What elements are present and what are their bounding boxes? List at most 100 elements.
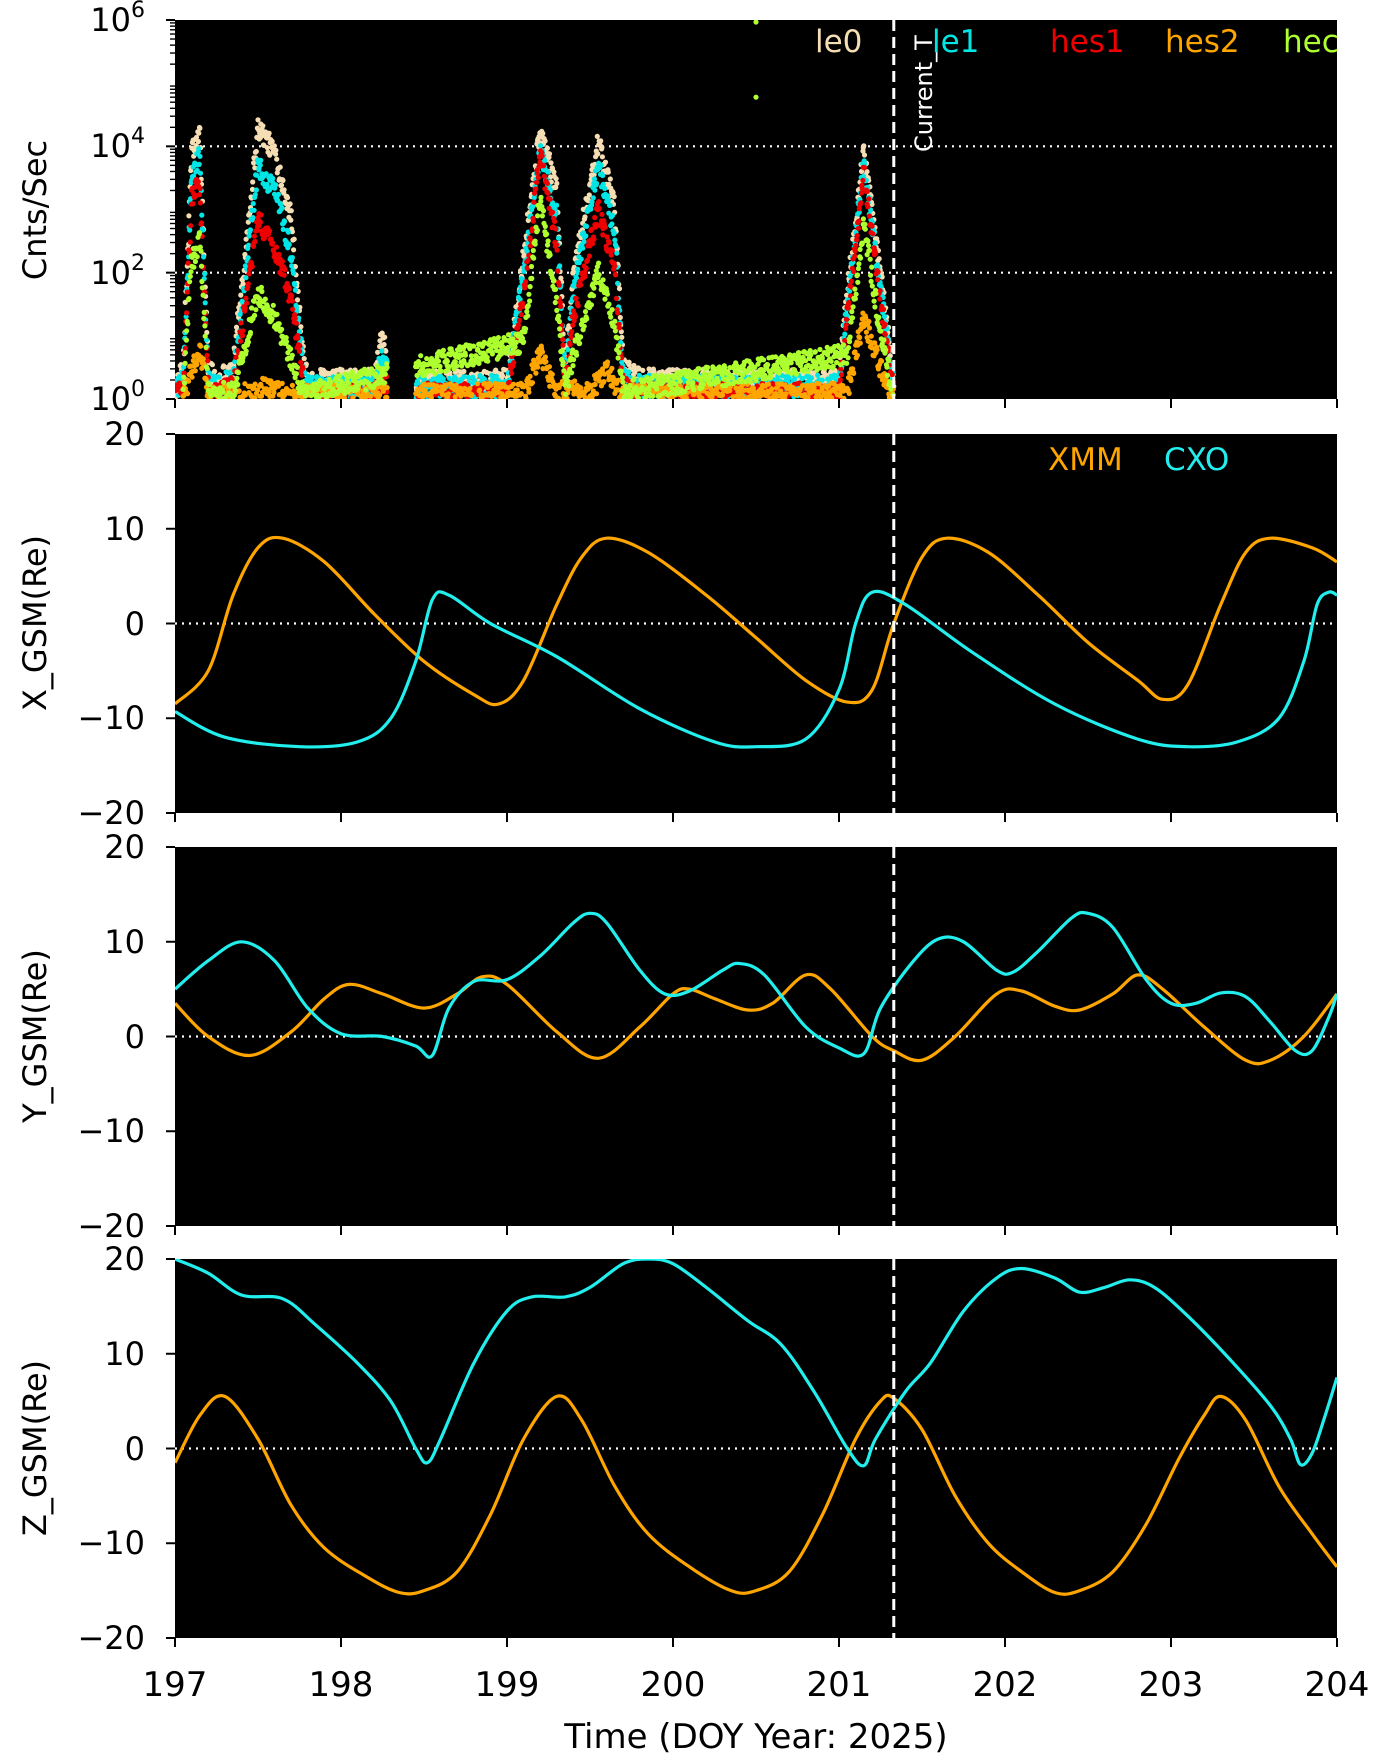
data-point bbox=[604, 291, 611, 297]
data-point bbox=[267, 152, 273, 158]
data-point bbox=[552, 286, 559, 292]
data-point bbox=[808, 389, 814, 395]
data-point bbox=[246, 233, 252, 239]
data-point bbox=[588, 206, 594, 212]
data-point bbox=[237, 338, 244, 344]
data-point bbox=[257, 162, 263, 168]
data-point bbox=[471, 343, 477, 349]
data-point bbox=[646, 386, 652, 392]
data-point bbox=[526, 389, 532, 395]
data-point bbox=[515, 322, 522, 328]
data-point bbox=[440, 347, 446, 353]
data-point bbox=[272, 251, 278, 257]
data-point bbox=[281, 272, 287, 278]
data-point bbox=[250, 215, 256, 221]
data-point bbox=[589, 199, 595, 205]
data-point bbox=[381, 341, 387, 348]
data-point bbox=[235, 381, 241, 388]
data-point bbox=[556, 318, 563, 325]
data-point bbox=[582, 309, 589, 315]
data-point bbox=[337, 373, 343, 379]
data-point bbox=[196, 145, 202, 152]
data-point bbox=[257, 219, 263, 225]
data-point bbox=[547, 196, 553, 202]
data-point bbox=[842, 331, 848, 337]
data-point bbox=[838, 366, 844, 372]
data-point bbox=[283, 335, 289, 341]
data-point bbox=[837, 392, 843, 398]
data-point bbox=[198, 343, 204, 349]
data-point bbox=[251, 160, 257, 166]
data-point bbox=[549, 371, 555, 377]
data-point bbox=[558, 275, 564, 281]
data-point bbox=[588, 302, 595, 308]
data-point bbox=[609, 365, 615, 371]
data-point bbox=[619, 375, 626, 381]
data-point bbox=[577, 340, 583, 346]
data-point bbox=[553, 176, 559, 182]
data-point bbox=[611, 230, 617, 236]
data-point bbox=[599, 154, 606, 160]
data-point bbox=[475, 346, 481, 352]
data-point bbox=[591, 176, 598, 182]
data-point bbox=[616, 350, 622, 356]
data-point bbox=[578, 385, 584, 391]
data-point bbox=[546, 151, 553, 157]
data-point bbox=[505, 332, 512, 338]
data-point bbox=[549, 209, 556, 215]
data-point bbox=[882, 321, 888, 327]
data-point bbox=[441, 353, 447, 359]
data-point bbox=[614, 250, 620, 256]
data-point bbox=[198, 263, 205, 269]
data-point bbox=[626, 369, 632, 375]
data-point bbox=[271, 389, 277, 396]
data-point bbox=[300, 365, 306, 372]
data-point bbox=[252, 165, 258, 171]
data-point bbox=[557, 299, 564, 306]
data-point bbox=[584, 223, 590, 229]
data-point bbox=[238, 320, 244, 326]
data-point bbox=[838, 372, 845, 378]
data-point bbox=[296, 348, 303, 354]
data-point bbox=[881, 313, 888, 320]
data-point bbox=[299, 379, 305, 385]
data-point bbox=[840, 383, 846, 389]
data-point bbox=[243, 275, 249, 281]
data-point bbox=[613, 295, 620, 301]
data-point bbox=[240, 281, 246, 287]
data-point bbox=[434, 383, 440, 389]
data-point bbox=[600, 277, 606, 283]
data-point bbox=[502, 367, 508, 373]
data-point bbox=[531, 190, 538, 196]
data-point bbox=[494, 347, 500, 354]
data-point bbox=[854, 237, 860, 243]
data-point bbox=[699, 395, 705, 399]
data-point bbox=[273, 147, 279, 153]
data-point bbox=[555, 395, 561, 399]
data-point bbox=[297, 343, 303, 349]
data-point bbox=[572, 378, 578, 384]
data-point bbox=[285, 229, 291, 235]
data-point bbox=[544, 180, 551, 186]
data-point bbox=[540, 208, 547, 214]
data-point bbox=[870, 231, 876, 237]
data-point bbox=[258, 284, 264, 290]
data-point bbox=[547, 252, 553, 258]
data-point bbox=[375, 349, 381, 355]
data-point bbox=[846, 304, 853, 310]
data-point bbox=[333, 378, 339, 384]
data-point bbox=[341, 395, 347, 399]
data-point bbox=[467, 386, 473, 392]
data-point bbox=[525, 303, 531, 309]
data-point bbox=[560, 359, 566, 365]
data-point bbox=[607, 202, 613, 208]
data-point bbox=[254, 172, 260, 178]
data-point bbox=[613, 243, 619, 249]
data-point bbox=[846, 299, 852, 305]
data-point bbox=[613, 272, 619, 278]
data-point bbox=[534, 227, 541, 233]
data-point bbox=[197, 200, 203, 206]
data-point bbox=[245, 255, 251, 261]
data-point bbox=[186, 378, 192, 384]
